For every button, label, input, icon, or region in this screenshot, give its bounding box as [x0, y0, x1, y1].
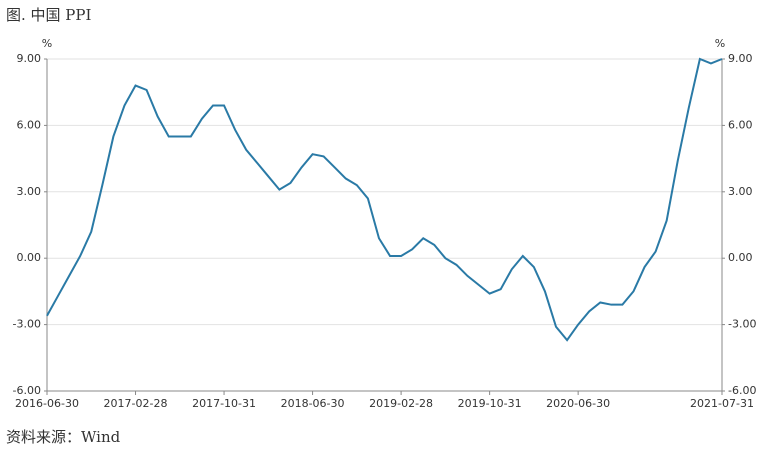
- data-line: [46, 57, 723, 342]
- x-tick-label: 2017-02-28: [104, 397, 168, 410]
- y2-unit: %: [715, 37, 725, 50]
- chart-title: 图. 中国 PPI: [6, 6, 91, 24]
- x-tick-label: 2016-06-30: [15, 397, 79, 410]
- x-tick-label: 2020-06-30: [546, 397, 610, 410]
- y-tick-label: 3.00: [17, 185, 42, 198]
- x-tick-label: 2018-06-30: [281, 397, 345, 410]
- y-tick-label: 9.00: [17, 52, 42, 65]
- x-tick-label: 2021-07-31: [690, 397, 754, 410]
- y2-tick-label: -6.00: [728, 384, 756, 397]
- source-note: 资料来源：Wind: [6, 428, 121, 446]
- y-tick-label: 6.00: [17, 118, 42, 131]
- y2-tick-label: 9.00: [728, 52, 753, 65]
- y2-tick-label: 3.00: [728, 185, 753, 198]
- y-tick-label: -3.00: [13, 318, 41, 331]
- y-tick-label: 0.00: [17, 251, 42, 264]
- x-tick-label: 2019-10-31: [458, 397, 522, 410]
- y2-tick-label: 6.00: [728, 118, 753, 131]
- x-tick-label: 2017-10-31: [192, 397, 256, 410]
- y2-tick-label: -3.00: [728, 318, 756, 331]
- y-tick-label: -6.00: [13, 384, 41, 397]
- y2-tick-label: 0.00: [728, 251, 753, 264]
- x-tick-label: 2019-02-28: [369, 397, 433, 410]
- y-unit: %: [42, 37, 52, 50]
